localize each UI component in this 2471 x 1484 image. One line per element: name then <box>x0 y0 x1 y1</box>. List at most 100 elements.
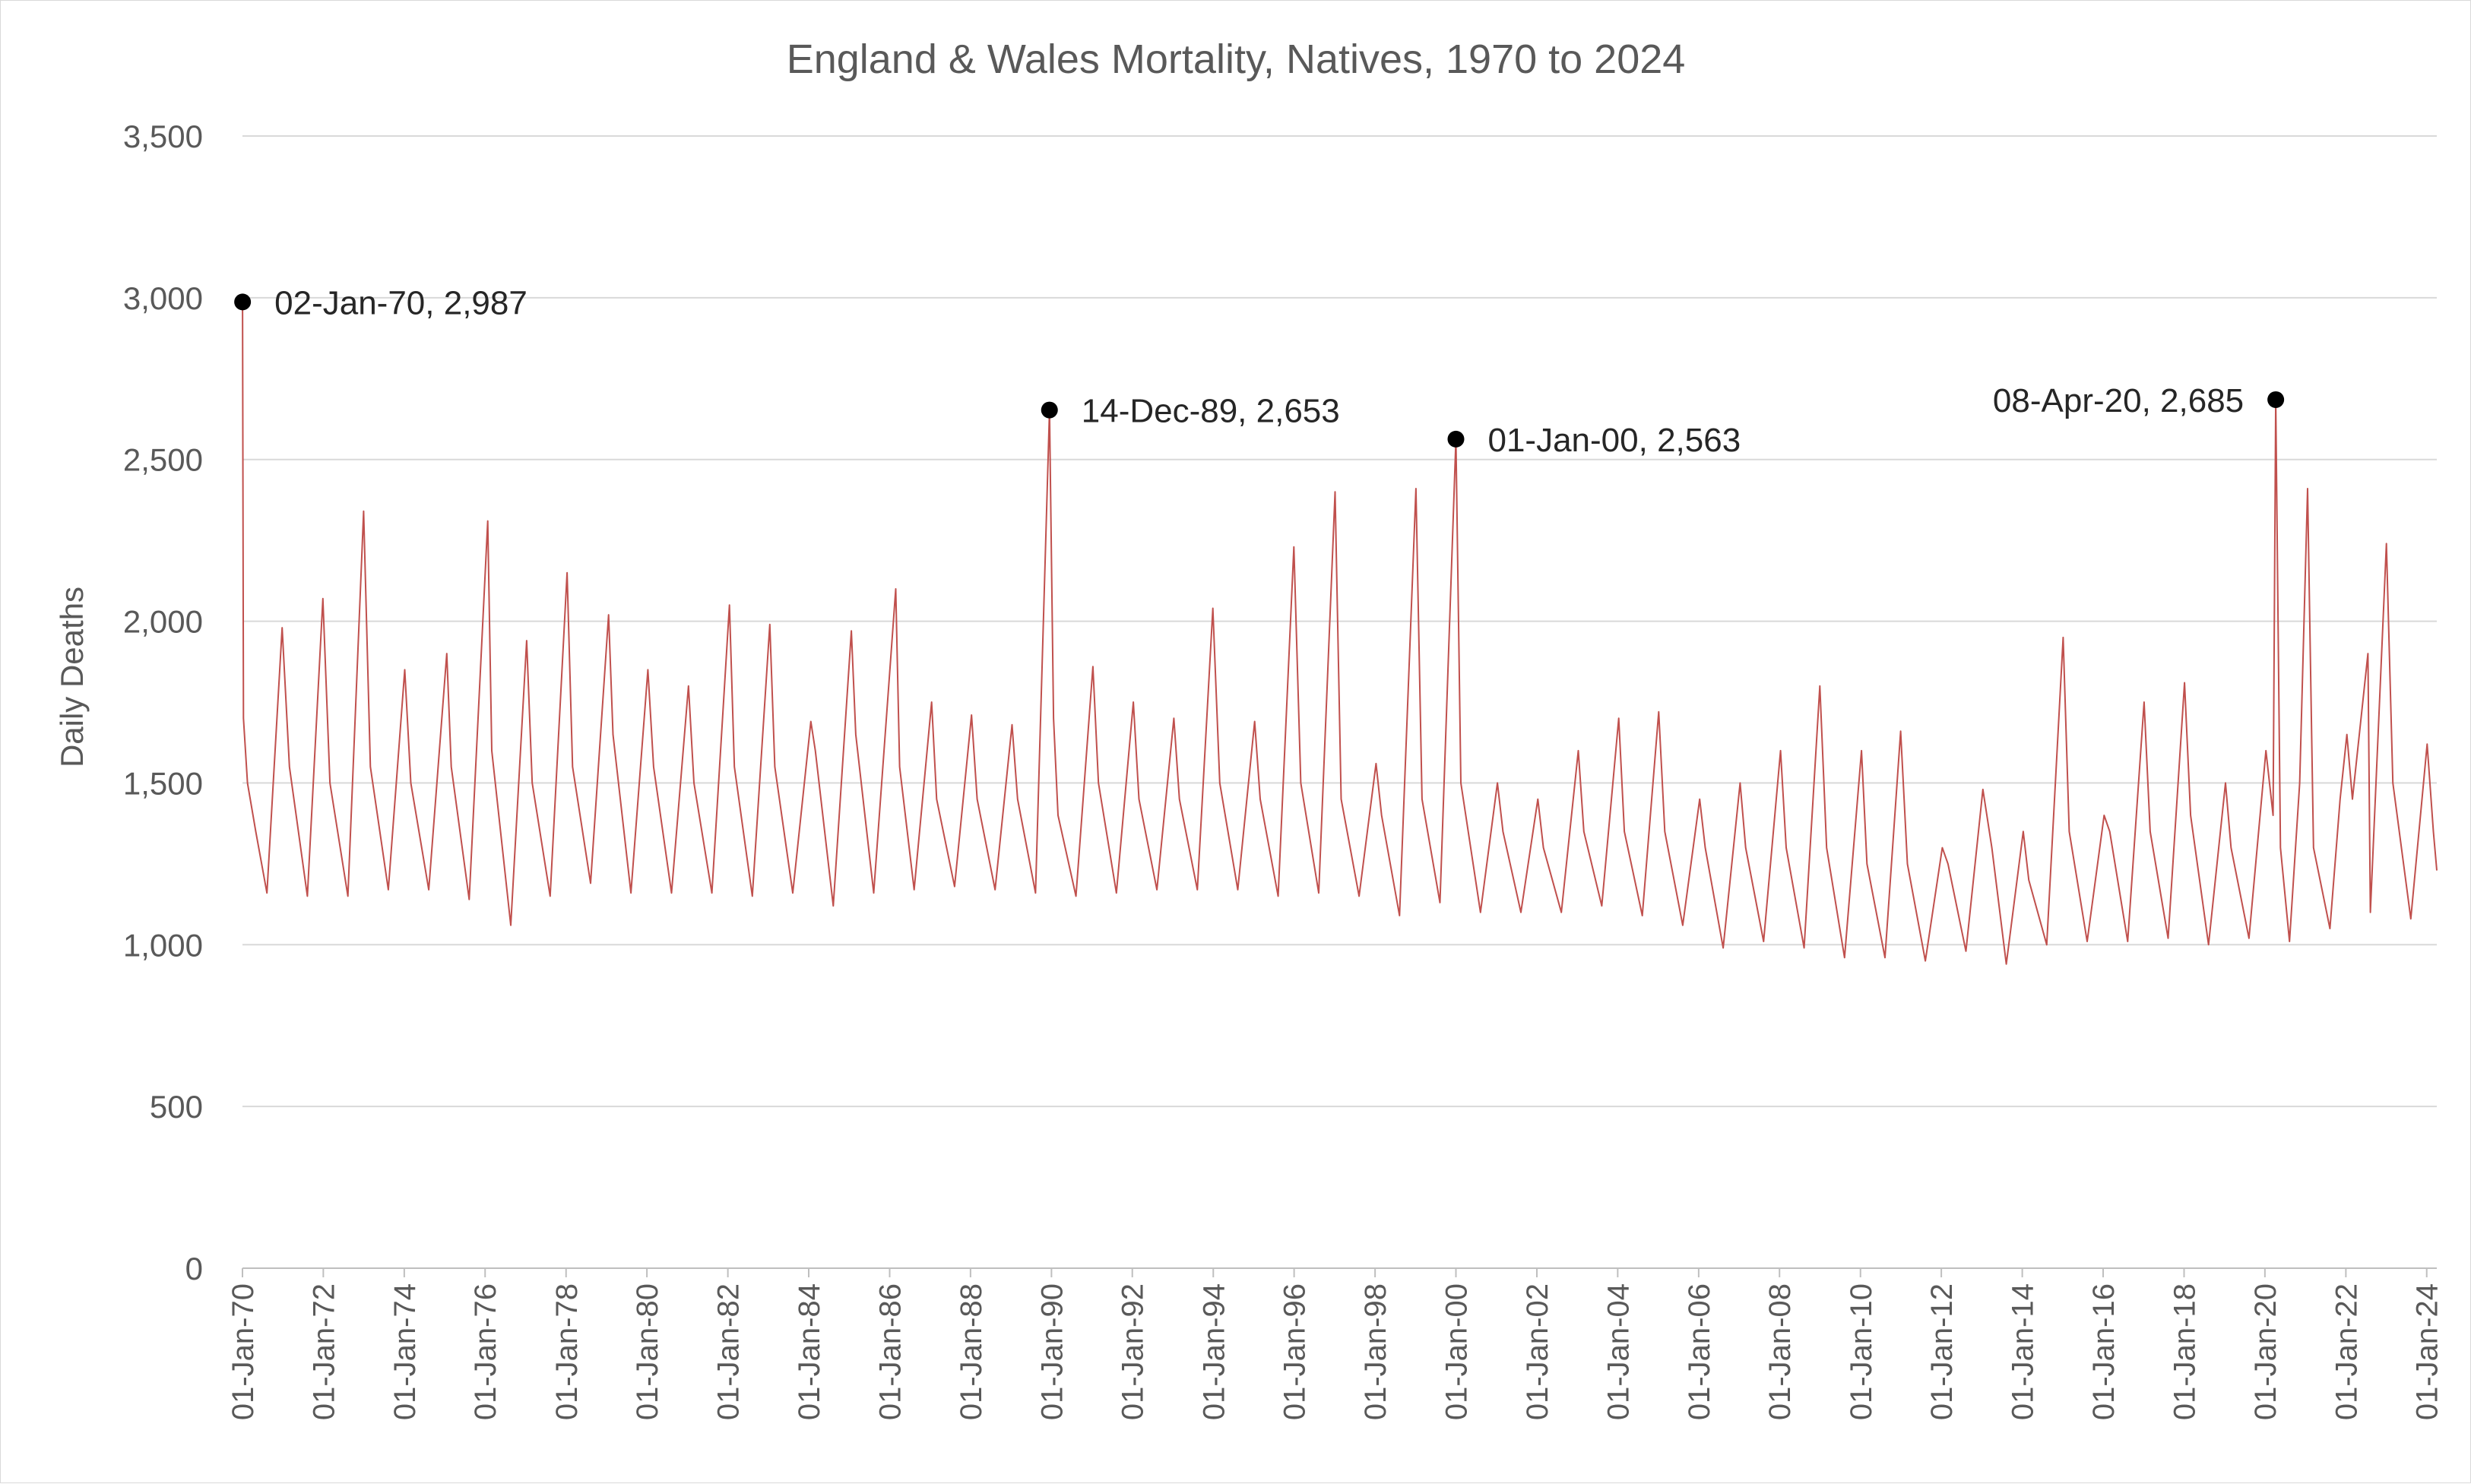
x-tick-label: 01-Jan-10 <box>1845 1283 1878 1420</box>
annotation-marker <box>1041 401 1058 419</box>
y-tick-label: 3,000 <box>123 280 203 316</box>
data-point <box>2426 743 2428 745</box>
x-tick-label: 01-Jan-74 <box>388 1283 422 1420</box>
data-point <box>832 905 834 907</box>
data-point <box>2103 815 2105 816</box>
data-point <box>1826 847 1827 849</box>
data-point <box>994 889 996 891</box>
data-point <box>2265 750 2267 751</box>
data-point <box>954 886 955 888</box>
data-point <box>1254 721 1256 722</box>
data-point <box>1133 701 1134 703</box>
data-point <box>931 701 933 703</box>
data-point <box>1358 895 1360 897</box>
data-point <box>792 892 794 894</box>
data-point <box>1780 750 1782 751</box>
x-tick-label: 01-Jan-08 <box>1763 1283 1797 1420</box>
data-point <box>1560 912 1562 913</box>
data-point <box>1900 730 1902 732</box>
y-tick-label: 0 <box>185 1251 203 1286</box>
data-point <box>347 895 349 897</box>
annotation-label: 02-Jan-70, 2,987 <box>274 284 527 321</box>
data-point <box>671 892 672 894</box>
data-point <box>711 892 713 894</box>
data-point <box>2109 831 2111 832</box>
data-point <box>322 598 324 600</box>
data-point <box>1543 847 1544 849</box>
y-tick-label: 1,000 <box>123 927 203 963</box>
y-axis: 0 500 1,000 1,500 2,000 2,500 3,000 3,500 <box>123 119 203 1286</box>
data-point <box>2143 701 2145 703</box>
y-axis-label: Daily Deaths <box>54 587 90 767</box>
data-point <box>566 572 568 574</box>
chart-title: England & Wales Mortality, Natives, 1970… <box>787 36 1686 82</box>
data-point <box>1925 960 1926 962</box>
data-point <box>2370 912 2371 913</box>
data-point <box>2230 847 2232 849</box>
data-point <box>2006 963 2007 965</box>
data-point <box>1844 957 1845 958</box>
x-axis: 01-Jan-70 01-Jan-72 01-Jan-74 01-Jan-76 01-J… <box>227 1267 2444 1420</box>
annotation-layer: 02-Jan-70, 2,987 14-Dec-89, 2,653 01-Jan-0… <box>234 284 2285 459</box>
x-tick-label: 01-Jan-82 <box>712 1283 746 1420</box>
data-point <box>1947 863 1949 865</box>
x-tick-label: 01-Jan-06 <box>1683 1283 1716 1420</box>
data-point <box>2386 543 2387 544</box>
data-point <box>2313 847 2314 849</box>
data-point <box>1578 750 1579 751</box>
data-point <box>1861 750 1862 751</box>
x-tick-label: 01-Jan-16 <box>2087 1283 2121 1420</box>
data-point <box>2149 831 2151 832</box>
data-point <box>2289 941 2290 942</box>
series-layer <box>242 301 2438 965</box>
data-point <box>266 892 268 894</box>
data-point <box>1941 847 1943 849</box>
x-tick-label: 01-Jan-14 <box>2007 1283 2040 1420</box>
data-point <box>404 669 405 670</box>
data-point <box>2346 734 2348 736</box>
annotation-marker <box>234 293 252 311</box>
data-point <box>1583 831 1585 832</box>
data-point <box>1624 831 1625 832</box>
y-tick-label: 2,500 <box>123 442 203 478</box>
annotation-marker <box>2267 391 2285 408</box>
y-tick-label: 3,500 <box>123 119 203 154</box>
data-point <box>1763 941 1764 942</box>
data-point <box>630 892 632 894</box>
data-point <box>1092 666 1094 667</box>
data-point <box>2184 682 2185 683</box>
data-point <box>688 685 689 687</box>
data-point <box>2279 847 2281 849</box>
data-point <box>1381 815 1383 816</box>
x-tick-label: 01-Jan-00 <box>1440 1283 1473 1420</box>
data-point <box>2068 831 2070 832</box>
data-point <box>769 624 771 625</box>
data-point <box>1480 912 1481 913</box>
data-point <box>1212 608 1214 609</box>
data-point <box>971 714 972 716</box>
data-point <box>491 750 493 751</box>
x-tick-label: 01-Jan-04 <box>1601 1283 1635 1420</box>
x-tick-label: 01-Jan-84 <box>793 1283 826 1420</box>
data-point <box>2062 637 2064 638</box>
data-point <box>446 653 448 654</box>
x-tick-label: 01-Jan-92 <box>1117 1283 1150 1420</box>
annotation-marker <box>1447 430 1465 448</box>
y-tick-label: 2,000 <box>123 604 203 640</box>
data-point <box>468 899 470 900</box>
data-point <box>2436 869 2438 871</box>
x-tick-label: 01-Jan-12 <box>1925 1283 1959 1420</box>
data-point <box>873 892 874 894</box>
x-tick-label: 01-Jan-98 <box>1359 1283 1392 1420</box>
data-point <box>2086 941 2088 942</box>
y-tick-label: 1,500 <box>123 765 203 801</box>
data-point <box>729 604 730 606</box>
x-tick-label: 01-Jan-86 <box>874 1283 908 1420</box>
x-tick-label: 01-Jan-78 <box>550 1283 584 1420</box>
data-point <box>1196 889 1198 891</box>
x-tick-label: 01-Jan-96 <box>1278 1283 1312 1420</box>
annotation-label: 08-Apr-20, 2,685 <box>1993 382 2244 419</box>
data-point <box>1682 925 1684 926</box>
x-tick-label: 01-Jan-18 <box>2168 1283 2202 1420</box>
data-point <box>1601 905 1602 907</box>
